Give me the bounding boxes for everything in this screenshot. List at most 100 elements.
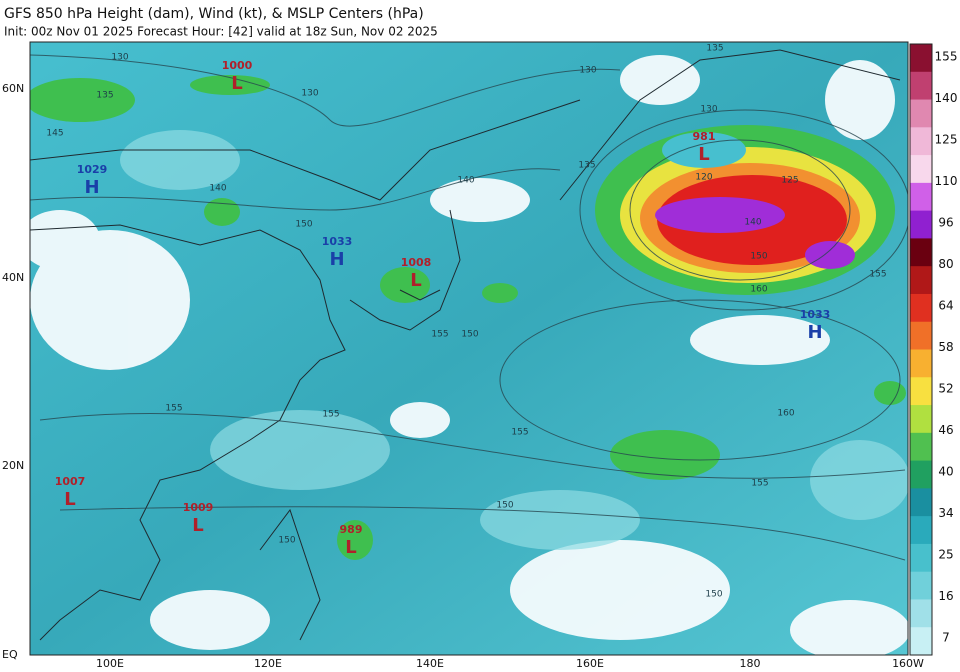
colorbar-tick-label: 80 bbox=[938, 257, 953, 271]
colorbar-swatch bbox=[910, 238, 932, 267]
center-letter: L bbox=[698, 144, 709, 165]
contour-label: 150 bbox=[278, 536, 295, 546]
contour-label: 145 bbox=[46, 129, 63, 139]
center-pressure: 981 bbox=[693, 130, 716, 143]
contour-label: 135 bbox=[706, 44, 723, 54]
colorbar-swatch bbox=[910, 127, 932, 156]
contour-label: 155 bbox=[165, 404, 182, 414]
contour-label: 160 bbox=[777, 409, 794, 419]
colorbar-tick-label: 52 bbox=[938, 382, 953, 396]
colorbar-swatch bbox=[910, 488, 932, 517]
contour-label: 155 bbox=[322, 410, 339, 420]
colorbar-tick-label: 155 bbox=[935, 50, 958, 64]
contour-label: 140 bbox=[457, 176, 474, 186]
center-pressure: 1009 bbox=[183, 501, 214, 514]
center-pressure: 1007 bbox=[55, 475, 86, 488]
colorbar-tick-label: 7 bbox=[942, 631, 950, 645]
contour-label: 130 bbox=[579, 66, 596, 76]
map-frame bbox=[29, 41, 909, 656]
center-pressure: 1033 bbox=[800, 308, 831, 321]
center-letter: L bbox=[64, 489, 75, 510]
center-pressure: 1008 bbox=[401, 256, 432, 269]
colorbar-swatch bbox=[910, 516, 932, 545]
contour-label: 135 bbox=[96, 91, 113, 101]
center-letter: L bbox=[345, 537, 356, 558]
contour-label: 155 bbox=[511, 428, 528, 438]
colorbar-swatch bbox=[910, 44, 932, 73]
colorbar-tick-label: 40 bbox=[938, 465, 953, 479]
coastlines bbox=[30, 49, 901, 641]
colorbar-swatch bbox=[910, 432, 932, 462]
colorbar-tick-label: 125 bbox=[935, 133, 958, 147]
lat-label: 60N bbox=[2, 82, 24, 95]
contour-label: 135 bbox=[578, 161, 595, 171]
colorbar-swatch bbox=[910, 71, 932, 101]
storm-wind-maximum bbox=[595, 125, 895, 295]
colorbar-tick-label: 110 bbox=[935, 174, 958, 188]
center-pressure: 1029 bbox=[77, 163, 108, 176]
colorbar-swatch bbox=[910, 266, 932, 295]
lon-label: 120E bbox=[254, 657, 282, 670]
contour-label: 130 bbox=[301, 89, 318, 99]
colorbar-tick-label: 64 bbox=[938, 299, 953, 313]
contour-label: 155 bbox=[431, 330, 448, 340]
lon-label: 180 bbox=[740, 657, 761, 670]
colorbar-swatch bbox=[910, 599, 932, 628]
colorbar-tick-label: 140 bbox=[935, 91, 958, 105]
lon-label: 100E bbox=[96, 657, 124, 670]
colorbar-tick-label: 16 bbox=[938, 589, 953, 603]
contour-label: 150 bbox=[705, 590, 722, 600]
colorbar-swatch bbox=[910, 377, 932, 406]
contour-label: 125 bbox=[781, 176, 798, 186]
center-pressure: 989 bbox=[340, 523, 363, 536]
contour-label: 160 bbox=[750, 285, 767, 295]
colorbar-tick-label: 34 bbox=[938, 506, 953, 520]
colorbar-swatch bbox=[910, 293, 932, 323]
colorbar-tick-label: 96 bbox=[938, 216, 953, 230]
map-field bbox=[30, 42, 908, 655]
center-letter: H bbox=[329, 249, 344, 270]
contour-label: 155 bbox=[869, 270, 886, 280]
center-letter: L bbox=[192, 515, 203, 536]
contour-label: 130 bbox=[700, 105, 717, 115]
lat-label: EQ bbox=[2, 648, 18, 661]
center-letter: H bbox=[84, 177, 99, 198]
contour-label: 130 bbox=[111, 53, 128, 63]
center-pressure: 1000 bbox=[222, 59, 253, 72]
lat-label: 40N bbox=[2, 271, 24, 284]
lon-label: 140E bbox=[416, 657, 444, 670]
center-letter: L bbox=[231, 73, 242, 94]
colorbar-swatch bbox=[910, 99, 932, 128]
colorbar-swatch bbox=[910, 460, 932, 489]
contour-label: 150 bbox=[295, 220, 312, 230]
colorbar-swatch bbox=[910, 321, 932, 350]
colorbar-tick-label: 58 bbox=[938, 340, 953, 354]
title: GFS 850 hPa Height (dam), Wind (kt), & M… bbox=[4, 6, 424, 22]
lon-label: 160W bbox=[892, 657, 924, 670]
colorbar-swatch bbox=[910, 155, 932, 184]
colorbar-swatch bbox=[910, 182, 932, 212]
colorbar-tick-label: 46 bbox=[938, 423, 953, 437]
colorbar-tick-label: 25 bbox=[938, 548, 953, 562]
colorbar: 155 140 125 110 96 80 64 58 52 46 40 34 25 16 7 bbox=[909, 43, 958, 656]
contour-label: 140 bbox=[744, 218, 761, 228]
subtitle: Init: 00z Nov 01 2025 Forecast Hour: [42… bbox=[4, 25, 438, 39]
contour-label: 150 bbox=[461, 330, 478, 340]
height-contours bbox=[30, 54, 908, 561]
contour-label: 150 bbox=[750, 252, 767, 262]
center-letter: L bbox=[410, 270, 421, 291]
contour-label: 140 bbox=[209, 184, 226, 194]
center-pressure: 1033 bbox=[322, 235, 353, 248]
lon-label: 160E bbox=[576, 657, 604, 670]
colorbar-swatch bbox=[910, 405, 932, 434]
contour-label: 120 bbox=[695, 173, 712, 183]
colorbar-swatch bbox=[910, 627, 932, 656]
contour-label: 150 bbox=[496, 501, 513, 511]
colorbar-swatch bbox=[910, 210, 932, 239]
center-letter: H bbox=[807, 322, 822, 343]
contour-label: 155 bbox=[751, 479, 768, 489]
lat-label: 20N bbox=[2, 459, 24, 472]
colorbar-swatch bbox=[910, 543, 932, 573]
